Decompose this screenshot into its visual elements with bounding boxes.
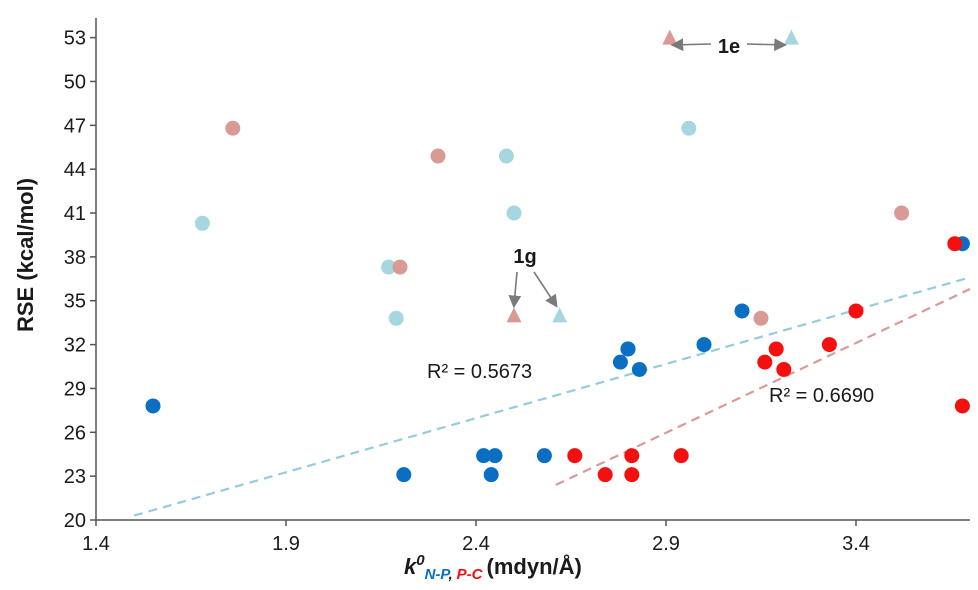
x-tick-label: 2.9 <box>652 533 680 555</box>
data-point-np <box>487 448 503 464</box>
data-point-pc <box>624 448 640 464</box>
x-tick-label: 1.4 <box>82 533 110 555</box>
trendline-pc <box>555 288 971 486</box>
x-tick-label: 3.4 <box>842 533 870 555</box>
data-point-pc <box>776 361 792 377</box>
data-point-np_light <box>498 148 514 164</box>
data-point-pc <box>757 354 773 370</box>
data-point-pc <box>567 448 583 464</box>
data-point-pc <box>597 467 613 483</box>
data-point-pc <box>768 341 784 357</box>
trendline-np <box>133 276 971 517</box>
data-point-np <box>483 467 499 483</box>
data-point-np <box>612 354 628 370</box>
data-point-pc_light <box>894 205 910 221</box>
annotation-label-1e: 1e <box>718 36 740 58</box>
y-tick-label: 38 <box>64 247 86 269</box>
x-label-sub-np: N-P <box>425 566 452 583</box>
data-point-pc <box>673 448 689 464</box>
r2-label-pc: R² = 0.6690 <box>769 385 874 407</box>
data-point-np <box>696 337 712 353</box>
data-point-pc <box>624 467 640 483</box>
y-tick-label: 50 <box>64 71 86 93</box>
x-tick-label: 1.9 <box>272 533 300 555</box>
triangle-point-pc_light <box>662 29 678 45</box>
y-tick-label: 53 <box>64 28 86 50</box>
annotation-label-1g: 1g <box>513 246 536 268</box>
y-tick-label: 32 <box>64 335 86 357</box>
annotation-arrow-1g <box>533 271 558 308</box>
y-tick-label: 20 <box>64 510 86 532</box>
data-point-pc <box>848 303 864 319</box>
data-point-np <box>620 341 636 357</box>
y-tick-label: 41 <box>64 203 86 225</box>
data-point-np <box>145 398 161 414</box>
annotation-arrow-1e <box>670 38 712 52</box>
data-point-pc_light <box>392 259 408 275</box>
y-tick-label: 23 <box>64 466 86 488</box>
data-point-pc <box>954 398 970 414</box>
triangle-point-pc_light <box>506 307 522 323</box>
data-point-pc_light <box>753 310 769 326</box>
r2-label-np: R² = 0.5673 <box>427 361 532 383</box>
data-point-pc <box>947 236 963 252</box>
y-tick-label: 44 <box>64 159 86 181</box>
data-point-np_light <box>381 259 397 275</box>
annotation-arrow-1g <box>508 271 522 309</box>
y-tick-group: 20 23 26 29 32 35 38 41 44 47 50 53 <box>64 28 96 532</box>
x-label-unit: (mdyn/Å) <box>487 553 582 579</box>
annotation-group: 1e 1g <box>508 36 787 309</box>
data-point-pc_light <box>430 148 446 164</box>
x-label-sup: 0 <box>416 552 425 569</box>
data-point-np_light <box>194 215 210 231</box>
y-tick-label: 26 <box>64 422 86 444</box>
data-point-pc <box>821 337 837 353</box>
data-point-np_light <box>681 120 697 136</box>
data-point-np <box>536 448 552 464</box>
data-point-np <box>631 361 647 377</box>
data-point-np <box>396 467 412 483</box>
annotation-arrow-1e <box>746 38 787 52</box>
triangle-point-np_light <box>783 29 799 45</box>
x-label-sep: , <box>448 566 453 583</box>
x-tick-group: 1.4 1.9 2.4 2.9 3.4 <box>82 520 870 555</box>
data-point-np_light <box>388 310 404 326</box>
x-axis-label: k0N-P, P-C (mdyn/Å) <box>404 552 582 583</box>
triangle-point-np_light <box>552 307 568 323</box>
data-point-np <box>476 448 492 464</box>
x-label-k: k <box>404 554 418 579</box>
x-label-sub-pc: P-C <box>457 566 484 583</box>
y-tick-label: 35 <box>64 291 86 313</box>
data-point-np <box>734 303 750 319</box>
y-axis-label: RSE (kcal/mol) <box>13 178 38 332</box>
x-tick-label: 2.4 <box>462 533 490 555</box>
data-points-group <box>145 29 970 483</box>
y-tick-label: 47 <box>64 115 86 137</box>
data-point-pc_light <box>225 120 241 136</box>
trendline-group: R² = 0.5673 R² = 0.6690 <box>133 276 971 517</box>
data-point-np_light <box>506 205 522 221</box>
y-tick-label: 29 <box>64 378 86 400</box>
